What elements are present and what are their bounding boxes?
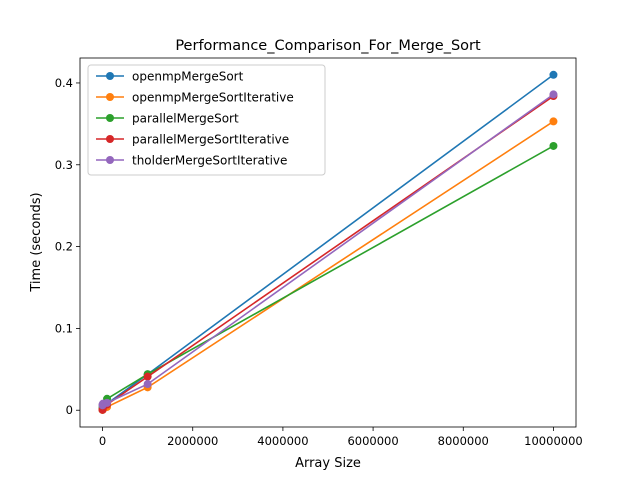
legend-item: parallelMergeSortIterative xyxy=(96,133,289,147)
legend: openmpMergeSort openmpMergeSortIterative p… xyxy=(87,64,326,176)
data-point xyxy=(143,372,152,381)
legend-label: tholderMergeSortIterative xyxy=(132,154,287,168)
x-tick-label: 2000000 xyxy=(167,434,218,448)
legend-swatch-marker xyxy=(106,156,114,164)
x-tick-label: 4000000 xyxy=(257,434,308,448)
x-tick-label: 6000000 xyxy=(347,434,398,448)
y-tick-label: 0.3 xyxy=(55,158,73,172)
x-axis-label: Array Size xyxy=(295,456,361,471)
legend-label: openmpMergeSort xyxy=(132,70,244,84)
y-tick-label: 0 xyxy=(66,403,73,417)
legend-item: tholderMergeSortIterative xyxy=(96,154,287,168)
legend-label: parallelMergeSort xyxy=(132,112,239,126)
legend-label: openmpMergeSortIterative xyxy=(132,91,294,105)
chart-title: Performance_Comparison_For_Merge_Sort xyxy=(175,38,481,54)
x-axis: 0 2000000 4000000 6000000 8000000 10000000 xyxy=(99,427,583,448)
data-point xyxy=(549,70,558,79)
axes-frame xyxy=(79,57,577,428)
data-point xyxy=(103,398,112,407)
legend-swatch-marker xyxy=(106,135,114,143)
data-point xyxy=(549,117,558,126)
legend-swatch-marker xyxy=(106,93,114,101)
legend-label: parallelMergeSortIterative xyxy=(132,133,289,147)
data-point xyxy=(549,90,558,99)
legend-box xyxy=(87,64,326,176)
legend-item: parallelMergeSort xyxy=(96,112,239,126)
x-tick-label: 10000000 xyxy=(524,434,583,448)
y-tick-label: 0.4 xyxy=(55,76,73,90)
legend-item: openmpMergeSort xyxy=(96,70,244,84)
data-point xyxy=(143,380,152,389)
data-point xyxy=(549,141,558,150)
x-tick-label: 8000000 xyxy=(438,434,489,448)
legend-swatch-marker xyxy=(106,114,114,122)
series-tholderMergeSortIterative xyxy=(98,90,558,410)
y-axis-label: Time (seconds) xyxy=(29,192,44,292)
y-axis: 0 0.1 0.2 0.3 0.4 xyxy=(55,76,80,417)
y-tick-label: 0.1 xyxy=(55,321,73,335)
plot-area xyxy=(98,70,558,414)
x-tick-label: 0 xyxy=(99,434,106,448)
legend-item: openmpMergeSortIterative xyxy=(96,91,294,105)
legend-swatch-marker xyxy=(106,72,114,80)
y-tick-label: 0.2 xyxy=(55,240,73,254)
